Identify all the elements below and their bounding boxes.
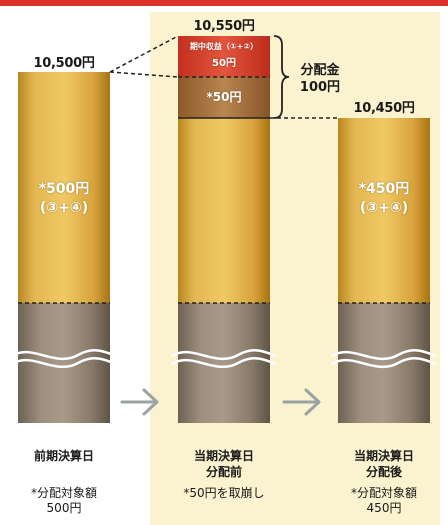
- caption-line: 当期決算日: [193, 449, 254, 463]
- break-marks: [11, 349, 437, 369]
- income-amount: 50円: [212, 58, 236, 69]
- caption-line: 前期決算日: [33, 449, 94, 463]
- caption-previous: 前期決算日: [4, 448, 124, 464]
- caption-line: 分配前: [205, 465, 242, 479]
- segment-formula: (③+④): [359, 200, 409, 216]
- distribution-brace: [273, 35, 290, 119]
- arrow-right-icon: [282, 388, 321, 416]
- drawdown-label: *50円: [206, 90, 242, 104]
- column-after-distribution-bar: [338, 118, 430, 423]
- column-previous-bar: [18, 72, 110, 423]
- note-line: 450円: [366, 501, 402, 515]
- segment-formula: (③+④): [39, 200, 89, 216]
- segment-label-previous: *500円 (③+④): [18, 180, 110, 218]
- segment-amount: *450円: [358, 181, 410, 197]
- caption-before: 当期決算日 分配前: [164, 448, 284, 480]
- income-label-title: 期中収益（①+②）: [189, 42, 259, 51]
- note-line: *分配対象額: [350, 486, 417, 500]
- segment-amount: *500円: [38, 181, 90, 197]
- distributable-segment: [338, 118, 430, 303]
- column-before-distribution-bar: [178, 36, 270, 423]
- distribution-amount: 100円: [299, 80, 341, 95]
- connector-lines: [109, 35, 338, 119]
- note-line: 500円: [46, 501, 82, 515]
- value-label-after: 10,450円: [353, 101, 415, 116]
- distributable-segment: [178, 118, 270, 303]
- distributable-segment: [18, 72, 110, 303]
- note-after: *分配対象額 450円: [324, 486, 444, 516]
- base-segment: [178, 303, 270, 423]
- note-line: *50円を取崩し: [183, 486, 265, 500]
- note-line: *分配対象額: [30, 486, 97, 500]
- caption-line: 分配後: [365, 465, 402, 479]
- value-label-before: 10,550円: [193, 19, 255, 34]
- base-segment: [18, 303, 110, 423]
- distribution-label: 分配金 100円: [290, 62, 350, 96]
- drawdown-segment: [178, 77, 270, 118]
- distribution-title: 分配金: [300, 63, 340, 78]
- arrow-right-icon: [120, 388, 159, 416]
- note-previous: *分配対象額 500円: [4, 486, 124, 516]
- value-label-previous: 10,500円: [33, 56, 95, 71]
- segment-label-after: *450円 (③+④): [338, 180, 430, 218]
- income-segment: [178, 36, 270, 77]
- income-label: 期中収益（①+②）: [178, 41, 270, 52]
- top-accent-bar: [0, 0, 448, 6]
- base-segment: [338, 303, 430, 423]
- caption-line: 当期決算日: [353, 449, 414, 463]
- note-before: *50円を取崩し: [160, 486, 288, 501]
- caption-after: 当期決算日 分配後: [324, 448, 444, 480]
